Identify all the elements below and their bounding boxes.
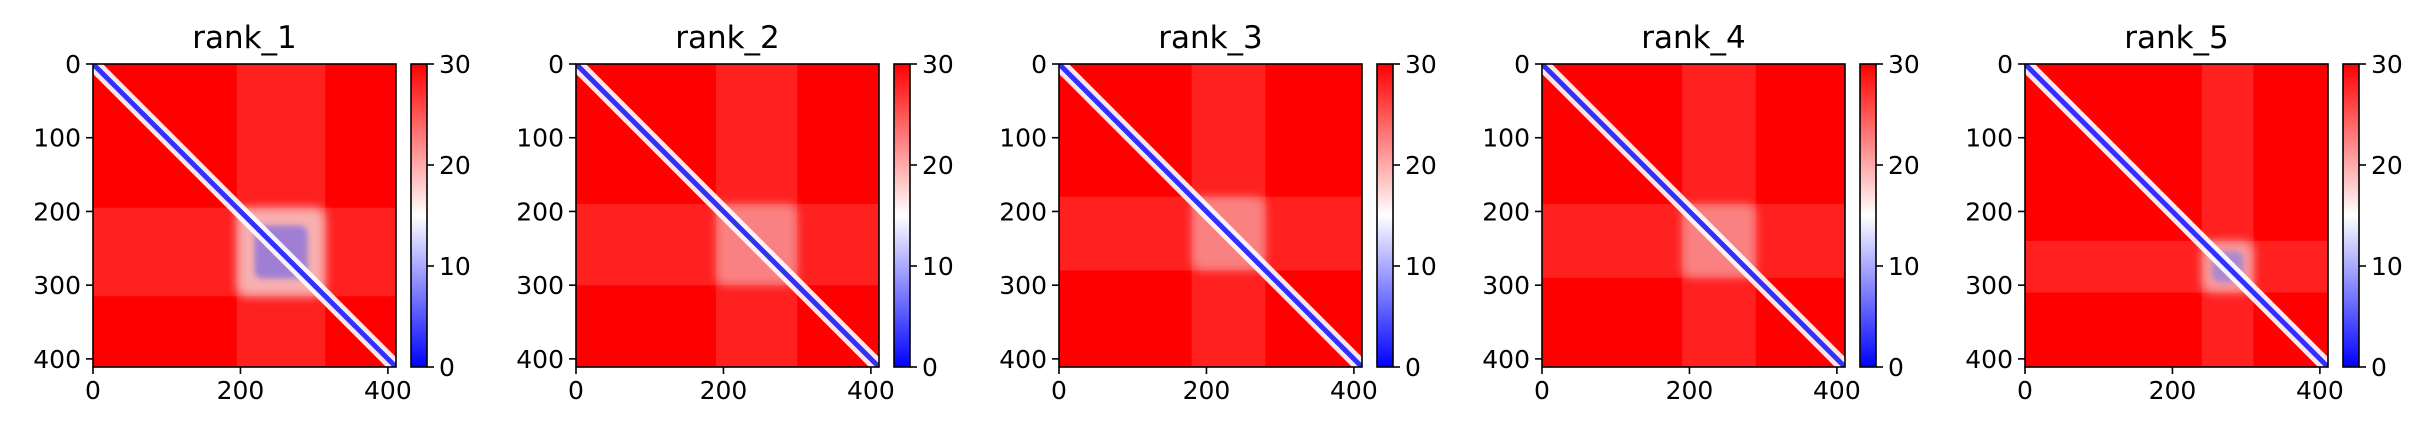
axes-frame (1541, 63, 1846, 368)
x-tick-label: 200 (1666, 376, 1714, 405)
axes-frame (92, 63, 397, 368)
y-tick-label: 200 (516, 197, 564, 226)
x-tick-label: 400 (2296, 376, 2344, 405)
colorbar-frame (1859, 63, 1877, 368)
y-tick-label: 300 (516, 271, 564, 300)
y-tick-label: 300 (33, 271, 81, 300)
colorbar-tick-label: 10 (1405, 252, 1437, 281)
y-tick-label: 400 (1965, 345, 2013, 374)
heatmap-rank-5 (2025, 64, 2328, 367)
colorbar-tick-label: 10 (922, 252, 954, 281)
colorbar-tick-label: 10 (1888, 252, 1920, 281)
panel-title: rank_4 (1641, 20, 1746, 56)
x-tick-label: 400 (1813, 376, 1861, 405)
colorbar-tick-label: 0 (2371, 353, 2387, 382)
colorbar (1860, 64, 1876, 367)
colorbar-frame (2342, 63, 2360, 368)
y-tick-label: 300 (1965, 271, 2013, 300)
colorbar-tick-label: 20 (2371, 151, 2403, 180)
panel-title: rank_1 (192, 20, 297, 56)
colorbar-frame (1376, 63, 1394, 368)
y-tick-label: 0 (1997, 50, 2013, 79)
contact-stripe (2025, 240, 2328, 293)
x-tick-label: 200 (700, 376, 748, 405)
colorbar-tick-label: 0 (1888, 353, 1904, 382)
y-tick-label: 100 (1482, 124, 1530, 153)
axes-frame (1058, 63, 1363, 368)
x-tick-label: 0 (1051, 376, 1067, 405)
colorbar-tick-label: 30 (2371, 50, 2403, 79)
colorbar-tick-label: 30 (439, 50, 471, 79)
diagonal-band (2025, 64, 2328, 367)
diagonal-band (1542, 64, 1845, 367)
x-tick-label: 200 (2149, 376, 2197, 405)
panel-title: rank_5 (2124, 20, 2229, 56)
colorbar-tick-label: 30 (922, 50, 954, 79)
x-tick-label: 0 (2017, 376, 2033, 405)
heatmap-rank-4 (1542, 64, 1845, 367)
heatmap-rank-1 (93, 64, 396, 367)
colorbar-tick-label: 10 (439, 252, 471, 281)
axes-frame (575, 63, 880, 368)
y-tick-label: 200 (1482, 197, 1530, 226)
y-tick-label: 0 (1514, 50, 1530, 79)
y-tick-label: 100 (516, 124, 564, 153)
colorbar-frame (893, 63, 911, 368)
colorbar (2343, 64, 2359, 367)
colorbar-tick-label: 30 (1405, 50, 1437, 79)
diagonal-band (93, 64, 396, 367)
colorbar-tick-label: 20 (922, 151, 954, 180)
x-tick-label: 400 (364, 376, 412, 405)
y-tick-label: 400 (33, 345, 81, 374)
x-tick-label: 400 (847, 376, 895, 405)
colorbar-tick-label: 20 (1888, 151, 1920, 180)
y-tick-label: 0 (548, 50, 564, 79)
x-tick-label: 200 (1183, 376, 1231, 405)
colorbar-tick-label: 30 (1888, 50, 1920, 79)
panel-title: rank_3 (1158, 20, 1263, 56)
y-tick-label: 400 (999, 345, 1047, 374)
panel-title: rank_2 (675, 20, 780, 56)
colorbar-tick-label: 20 (1405, 151, 1437, 180)
y-tick-label: 0 (65, 50, 81, 79)
x-tick-label: 0 (568, 376, 584, 405)
colorbar-tick-label: 10 (2371, 252, 2403, 281)
axes-frame (2024, 63, 2329, 368)
y-tick-label: 300 (999, 271, 1047, 300)
diagonal-band (1059, 64, 1362, 367)
y-tick-label: 100 (1965, 124, 2013, 153)
colorbar (411, 64, 427, 367)
heatmap-rank-2 (576, 64, 879, 367)
x-tick-label: 0 (85, 376, 101, 405)
x-tick-label: 0 (1534, 376, 1550, 405)
y-tick-label: 100 (33, 124, 81, 153)
colorbar-tick-label: 0 (1405, 353, 1421, 382)
contact-stripe (2201, 64, 2254, 367)
diagonal-band (576, 64, 879, 367)
colorbar-tick-label: 0 (439, 353, 455, 382)
colorbar (1377, 64, 1393, 367)
colorbar-frame (410, 63, 428, 368)
y-tick-label: 100 (999, 124, 1047, 153)
colorbar-tick-label: 0 (922, 353, 938, 382)
colorbar-tick-label: 20 (439, 151, 471, 180)
y-tick-label: 200 (999, 197, 1047, 226)
y-tick-label: 200 (1965, 197, 2013, 226)
x-tick-label: 400 (1330, 376, 1378, 405)
y-tick-label: 400 (516, 345, 564, 374)
y-tick-label: 400 (1482, 345, 1530, 374)
y-tick-label: 200 (33, 197, 81, 226)
colorbar (894, 64, 910, 367)
heatmap-rank-3 (1059, 64, 1362, 367)
y-tick-label: 0 (1031, 50, 1047, 79)
x-tick-label: 200 (217, 376, 265, 405)
y-tick-label: 300 (1482, 271, 1530, 300)
